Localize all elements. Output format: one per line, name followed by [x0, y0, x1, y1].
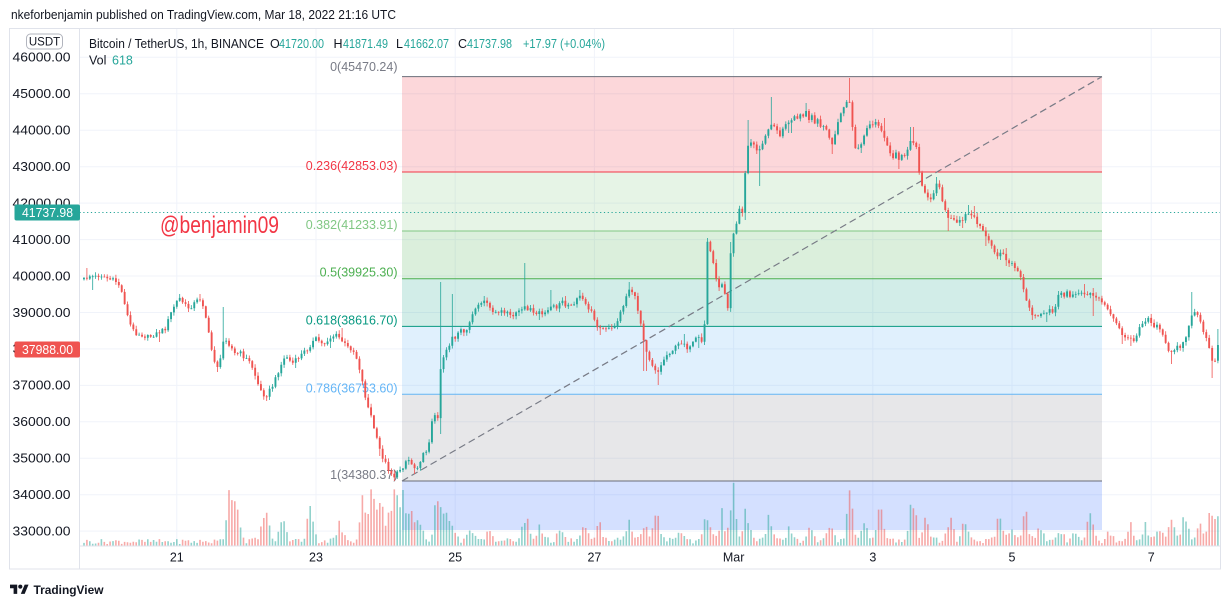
- svg-text:3: 3: [869, 551, 876, 565]
- svg-text:0.382(41233.91): 0.382(41233.91): [306, 218, 398, 232]
- svg-text:35000.00: 35000.00: [13, 452, 71, 466]
- svg-text:USDT: USDT: [29, 37, 60, 49]
- svg-text:0(45470.24): 0(45470.24): [330, 60, 397, 74]
- svg-text:40000.00: 40000.00: [13, 269, 71, 283]
- svg-text:41871.49: 41871.49: [343, 37, 388, 51]
- svg-text:44000.00: 44000.00: [13, 124, 71, 138]
- svg-text:41662.07: 41662.07: [404, 37, 449, 51]
- svg-text:1(34380.37): 1(34380.37): [330, 468, 397, 482]
- svg-text:36000.00: 36000.00: [13, 415, 71, 429]
- svg-text:Mar: Mar: [723, 551, 745, 565]
- svg-text:L: L: [396, 37, 403, 51]
- svg-text:39000.00: 39000.00: [13, 306, 71, 320]
- svg-text:41000.00: 41000.00: [13, 233, 71, 247]
- svg-text:41720.00: 41720.00: [279, 37, 324, 51]
- svg-text:45000.00: 45000.00: [13, 87, 71, 101]
- svg-text:O: O: [270, 37, 280, 51]
- svg-text:H: H: [334, 37, 343, 51]
- svg-text:0.5(39925.30): 0.5(39925.30): [320, 266, 398, 280]
- svg-text:37000.00: 37000.00: [13, 379, 71, 393]
- svg-text:25: 25: [448, 551, 462, 565]
- svg-text:+17.97 (+0.04%): +17.97 (+0.04%): [523, 37, 605, 51]
- svg-text:41737.98: 41737.98: [467, 37, 512, 51]
- svg-text:0.236(42853.03): 0.236(42853.03): [306, 159, 398, 173]
- svg-text:Vol: Vol: [89, 54, 106, 68]
- svg-text:nkeforbenjamin published on Tr: nkeforbenjamin published on TradingView.…: [11, 8, 396, 22]
- svg-text:0.786(36753.60): 0.786(36753.60): [306, 381, 398, 395]
- svg-text:5: 5: [1009, 551, 1016, 565]
- svg-text:0.618(38616.70): 0.618(38616.70): [306, 313, 398, 327]
- svg-text:Bitcoin / TetherUS, 1h, BINANC: Bitcoin / TetherUS, 1h, BINANCE: [89, 37, 264, 51]
- svg-text:46000.00: 46000.00: [13, 51, 71, 65]
- svg-text:7: 7: [1148, 551, 1155, 565]
- svg-text:27: 27: [587, 551, 601, 565]
- svg-text:618: 618: [112, 54, 133, 68]
- svg-text:41737.98: 41737.98: [22, 206, 73, 220]
- svg-text:C: C: [458, 37, 467, 51]
- svg-text:TradingView: TradingView: [34, 583, 105, 597]
- svg-text:43000.00: 43000.00: [13, 160, 71, 174]
- svg-text:21: 21: [170, 551, 184, 565]
- svg-text:@benjamin09: @benjamin09: [160, 212, 279, 239]
- svg-text:23: 23: [309, 551, 323, 565]
- svg-text:37988.00: 37988.00: [22, 343, 73, 357]
- svg-text:34000.00: 34000.00: [13, 488, 71, 502]
- svg-text:33000.00: 33000.00: [13, 524, 71, 538]
